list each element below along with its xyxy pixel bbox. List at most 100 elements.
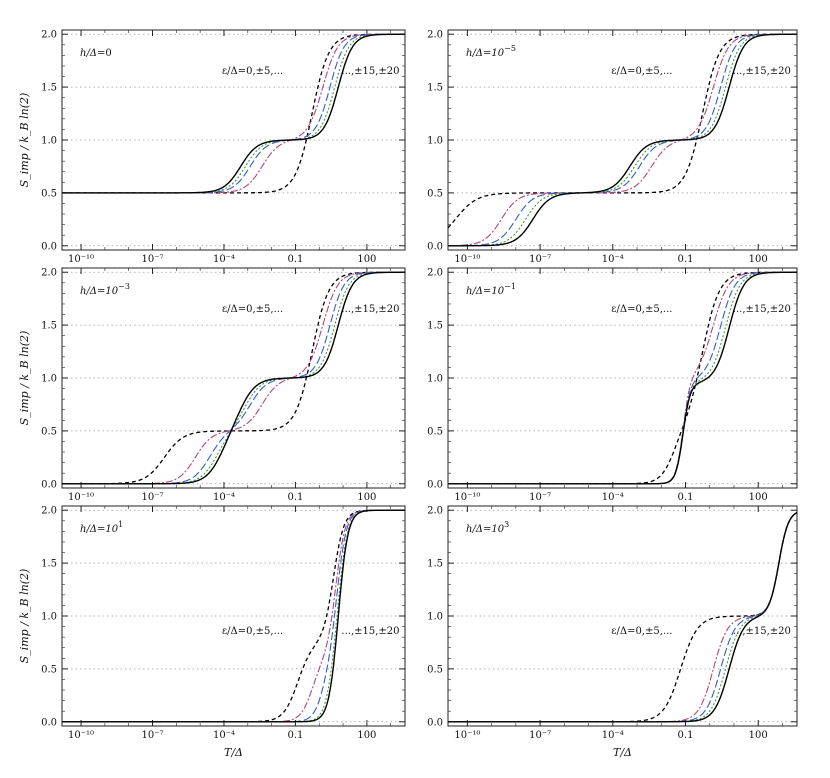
x-tick-label: 10⁻⁷ (142, 254, 164, 265)
x-tick-label: 10⁻⁷ (529, 254, 551, 265)
y-tick-label: 1.5 (41, 559, 57, 570)
annotation-left: ε/Δ=0,±5,... (222, 304, 283, 315)
y-tick-label: 0.0 (427, 241, 443, 252)
series-line-ε/Δ=±20 (62, 509, 405, 723)
series-line-ε/Δ=±20 (448, 271, 797, 485)
annotation-right: ...,±15,±20 (733, 66, 791, 77)
x-tick-label: 0.1 (678, 254, 694, 265)
y-tick-label: 0.5 (41, 664, 57, 675)
y-tick-label: 0.5 (427, 426, 443, 437)
annotation-left: ε/Δ=0,±5,... (222, 626, 283, 637)
x-tick-label: 10⁻⁴ (213, 730, 235, 741)
y-tick-label: 0.5 (427, 664, 443, 675)
y-tick-label: 2.0 (427, 506, 443, 517)
y-tick-label: 1.5 (427, 559, 443, 570)
y-tick-label: 1.0 (427, 136, 443, 147)
x-tick-label: 10⁻⁴ (602, 730, 624, 741)
x-axis-title: T/Δ (224, 746, 243, 759)
h-label-exponent: 1 (118, 520, 123, 529)
x-axis-title: T/Δ (613, 746, 632, 759)
annotation-left: ε/Δ=0,±5,... (222, 66, 283, 77)
y-tick-label: 0.0 (41, 717, 57, 728)
h-label: h/Δ=10−3 (80, 282, 130, 297)
h-label-exponent: −5 (504, 44, 516, 53)
panel-d: 0.0 0.5 1.0 1.5 2.0 10⁻¹⁰ 10⁻⁷ 10⁻⁴ 0.1 100 h/Δ=10… (427, 267, 798, 503)
x-tick-label: 0.1 (678, 492, 694, 503)
x-tick-label: 100 (749, 492, 768, 503)
x-tick-label: 10⁻¹⁰ (68, 730, 94, 741)
x-tick-label: 0.1 (287, 492, 303, 503)
y-tick-label: 1.0 (41, 136, 57, 147)
h-label-exponent: −1 (504, 282, 516, 291)
h-label-base: h/Δ=10 (80, 286, 119, 297)
x-tick-label: 0.1 (287, 254, 303, 265)
series-line-ε/Δ=±20 (448, 512, 798, 723)
h-label: h/Δ=0 (80, 48, 112, 59)
h-label-exponent: −3 (118, 282, 130, 291)
series-line-ε/Δ=±10 (447, 33, 797, 247)
annotation-right: ...,±15,±20 (733, 626, 791, 637)
x-tick-label: 10⁻¹⁰ (454, 492, 480, 503)
series-line-ε/Δ=±20 (62, 271, 405, 485)
x-tick-label: 100 (749, 730, 768, 741)
x-tick-label: 10⁻⁴ (213, 492, 235, 503)
x-tick-label: 10⁻⁴ (602, 492, 624, 503)
panel-a: 0.0 0.5 1.0 1.5 2.0 10⁻¹⁰ 10⁻⁷ 10⁻⁴ 0.1 100 h/Δ=0 ε… (18, 29, 406, 265)
annotation-right: ...,±15,±20 (341, 626, 399, 637)
y-axis-title: S_imp / k_B ln(2) (18, 93, 31, 188)
h-label: h/Δ=10−1 (466, 282, 516, 297)
y-axis-title: S_imp / k_B ln(2) (18, 331, 31, 426)
annotation-left: ε/Δ=0,±5,... (611, 304, 672, 315)
y-tick-label: 1.5 (427, 321, 443, 332)
x-tick-label: 10⁻⁷ (529, 730, 551, 741)
y-tick-label: 1.5 (41, 83, 57, 94)
h-label: h/Δ=103 (466, 520, 509, 535)
h-label-base: h/Δ=10 (466, 524, 505, 535)
y-tick-label: 2.0 (41, 268, 57, 279)
h-label-base: h/Δ=10 (466, 286, 505, 297)
y-tick-label: 0.0 (427, 717, 443, 728)
y-tick-label: 2.0 (427, 268, 443, 279)
plot-frame (447, 267, 798, 489)
y-tick-label: 0.0 (427, 479, 443, 490)
x-tick-label: 100 (357, 492, 376, 503)
annotation-left: ε/Δ=0,±5,... (611, 626, 672, 637)
plot-frame (447, 29, 798, 251)
h-label: h/Δ=101 (80, 520, 123, 535)
y-tick-label: 1.5 (41, 321, 57, 332)
series-line-ε/Δ=±20 (448, 33, 797, 247)
panel-b: 0.0 0.5 1.0 1.5 2.0 10⁻¹⁰ 10⁻⁷ 10⁻⁴ 0.1 100 h/Δ=10… (427, 29, 798, 265)
h-label-base: h/Δ= (80, 48, 105, 59)
panel-e: 0.0 0.5 1.0 1.5 2.0 10⁻¹⁰ 10⁻⁷ 10⁻⁴ 0.1 100 h/Δ=10… (18, 505, 406, 759)
x-tick-label: 10⁻⁷ (142, 492, 164, 503)
h-label-exponent: 3 (504, 520, 509, 529)
x-tick-label: 10⁻⁴ (213, 254, 235, 265)
y-tick-label: 1.0 (427, 374, 443, 385)
x-tick-label: 0.1 (287, 730, 303, 741)
y-tick-label: 2.0 (427, 30, 443, 41)
annotation-right: ...,±15,±20 (341, 304, 399, 315)
y-tick-label: 0.5 (41, 188, 57, 199)
h-label-exponent: 0 (105, 48, 111, 59)
y-tick-label: 1.5 (427, 83, 443, 94)
annotation-right: ...,±15,±20 (341, 66, 399, 77)
y-tick-label: 0.5 (427, 188, 443, 199)
panel-f: 0.0 0.5 1.0 1.5 2.0 10⁻¹⁰ 10⁻⁷ 10⁻⁴ 0.1 100 h/Δ=10… (427, 505, 798, 759)
annotation-left: ε/Δ=0,±5,... (611, 66, 672, 77)
series-line-ε/Δ=±20 (62, 33, 405, 194)
y-tick-label: 1.0 (427, 612, 443, 623)
series-line-ε/Δ=±15 (448, 271, 797, 485)
x-tick-label: 0.1 (678, 730, 694, 741)
y-tick-label: 0.0 (41, 241, 57, 252)
h-label-base: h/Δ=10 (80, 524, 119, 535)
y-tick-label: 2.0 (41, 30, 57, 41)
x-tick-label: 10⁻¹⁰ (454, 254, 480, 265)
series-line-ε/Δ=±5 (448, 33, 797, 247)
panel-c: 0.0 0.5 1.0 1.5 2.0 10⁻¹⁰ 10⁻⁷ 10⁻⁴ 0.1 100 h/Δ=10… (18, 267, 406, 503)
h-label-base: h/Δ=10 (466, 48, 505, 59)
series-line-ε/Δ=±15 (448, 33, 797, 247)
x-tick-label: 100 (357, 254, 376, 265)
series-line-ε/Δ=0 (447, 33, 797, 229)
x-tick-label: 10⁻⁷ (142, 730, 164, 741)
